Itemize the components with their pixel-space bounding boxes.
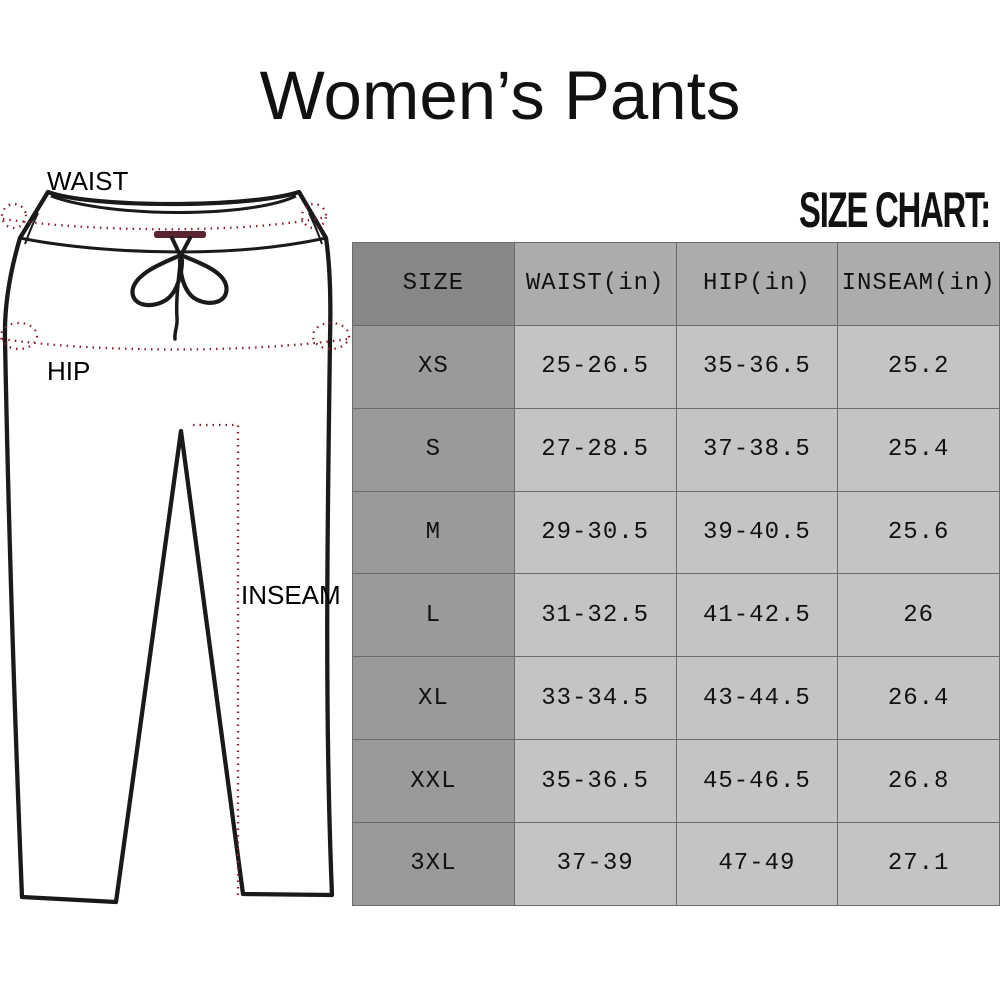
svg-text:HIP: HIP xyxy=(47,356,90,386)
svg-text:WAIST: WAIST xyxy=(47,166,128,196)
svg-text:INSEAM: INSEAM xyxy=(241,580,341,610)
